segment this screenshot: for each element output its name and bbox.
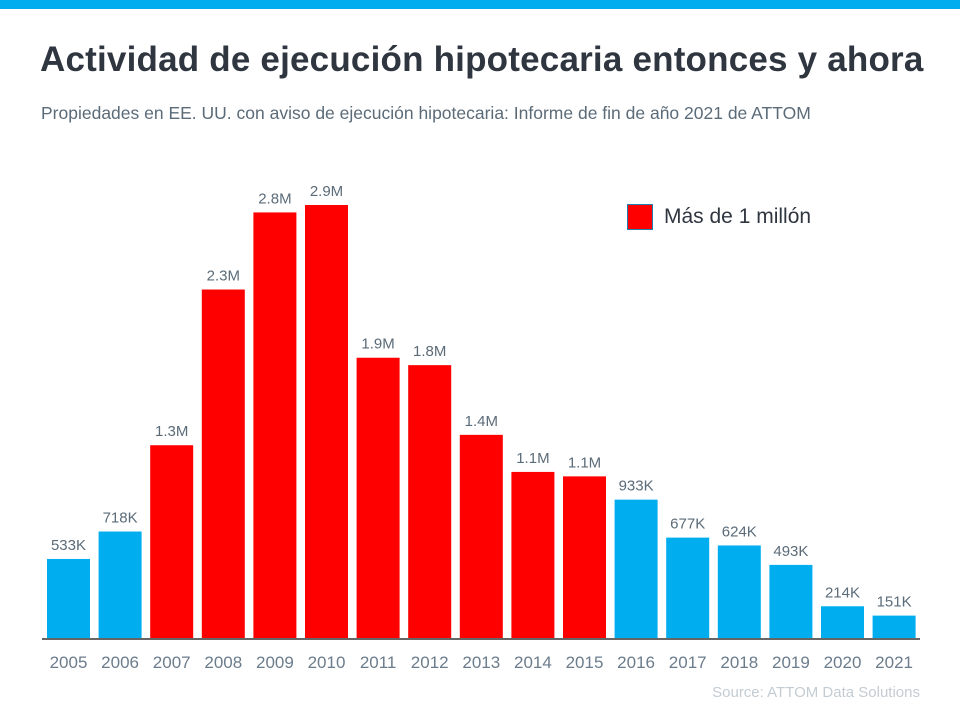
bar-2021 bbox=[872, 615, 916, 638]
data-label-2017: 677K bbox=[670, 516, 705, 533]
data-label-2008: 2.3M bbox=[207, 268, 240, 285]
bar-2017 bbox=[666, 537, 710, 638]
bar-2016 bbox=[614, 499, 658, 638]
bar-2005 bbox=[47, 558, 90, 638]
x-tick-label-2006: 2006 bbox=[101, 653, 139, 672]
x-tick-label-2012: 2012 bbox=[411, 653, 449, 672]
bar-2014 bbox=[511, 471, 555, 638]
bar-2012 bbox=[408, 365, 452, 638]
x-tick-label-2021: 2021 bbox=[875, 653, 913, 672]
x-tick-label-2009: 2009 bbox=[256, 653, 294, 672]
x-tick-label-2016: 2016 bbox=[617, 653, 655, 672]
bar-2011 bbox=[356, 357, 400, 638]
data-label-2010: 2.9M bbox=[310, 183, 343, 200]
top-accent-bar bbox=[0, 0, 960, 9]
data-label-2014: 1.1M bbox=[516, 450, 549, 467]
bar-2008 bbox=[201, 289, 245, 638]
x-tick-label-2018: 2018 bbox=[720, 653, 758, 672]
bar-2007 bbox=[150, 445, 194, 638]
legend: Más de 1 millón bbox=[627, 204, 811, 230]
x-tick-label-2011: 2011 bbox=[360, 653, 397, 672]
bar-2006 bbox=[98, 531, 142, 638]
x-tick-label-2013: 2013 bbox=[462, 653, 500, 672]
x-tick-label-2007: 2007 bbox=[153, 653, 191, 672]
bar-2010 bbox=[305, 205, 348, 638]
bar-2013 bbox=[459, 434, 503, 638]
data-label-2005: 533K bbox=[51, 537, 86, 554]
data-label-2016: 933K bbox=[619, 478, 654, 495]
legend-swatch-red bbox=[627, 204, 653, 230]
bar-2020 bbox=[821, 606, 864, 638]
data-label-2013: 1.4M bbox=[465, 413, 498, 430]
data-label-2007: 1.3M bbox=[155, 423, 188, 440]
chart-title: Actividad de ejecución hipotecaria enton… bbox=[40, 40, 924, 79]
x-tick-label-2019: 2019 bbox=[772, 653, 810, 672]
x-tick-label-2017: 2017 bbox=[669, 653, 707, 672]
data-label-2011: 1.9M bbox=[361, 336, 394, 353]
x-tick-label-2015: 2015 bbox=[566, 653, 604, 672]
x-tick-label-2008: 2008 bbox=[204, 653, 242, 672]
x-tick-label-2005: 2005 bbox=[50, 653, 88, 672]
chart-subtitle: Propiedades en EE. UU. con aviso de ejec… bbox=[41, 103, 811, 123]
bar-2019 bbox=[769, 564, 813, 638]
data-label-2006: 718K bbox=[103, 510, 138, 527]
bar-2015 bbox=[563, 476, 606, 638]
data-label-2018: 624K bbox=[722, 523, 757, 540]
data-label-2012: 1.8M bbox=[413, 343, 446, 360]
data-label-2015: 1.1M bbox=[568, 454, 601, 471]
data-label-2009: 2.8M bbox=[258, 190, 291, 207]
bar-2009 bbox=[253, 212, 297, 639]
x-tick-label-2020: 2020 bbox=[824, 653, 862, 672]
data-label-2019: 493K bbox=[773, 543, 808, 560]
source-note: Source: ATTOM Data Solutions bbox=[712, 684, 920, 701]
x-tick-label-2014: 2014 bbox=[514, 653, 552, 672]
bar-2018 bbox=[717, 545, 761, 638]
data-label-2020: 214K bbox=[825, 584, 860, 601]
x-tick-label-2010: 2010 bbox=[308, 653, 346, 672]
legend-label: Más de 1 millón bbox=[664, 205, 812, 228]
data-label-2021: 151K bbox=[877, 594, 912, 611]
